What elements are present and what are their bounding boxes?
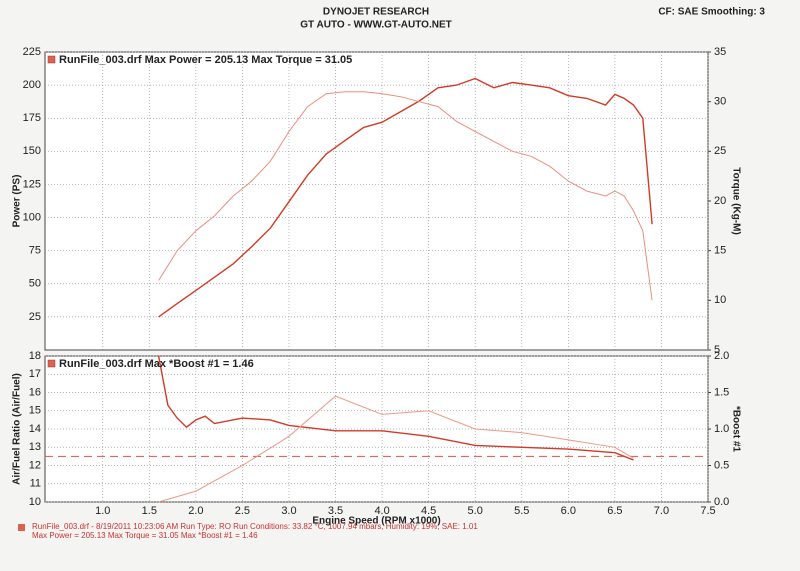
header-subtitle: GT AUTO - WWW.GT-AUTO.NET <box>300 20 451 31</box>
y-tick-label: 75 <box>29 245 41 257</box>
series-line <box>158 77 653 318</box>
y-axis-label: Power (PS) <box>12 175 23 228</box>
y-tick-label: 12 <box>29 459 41 471</box>
footer-line: Max Power = 205.13 Max Torque = 31.05 Ma… <box>32 531 258 540</box>
x-tick-label: 3.5 <box>328 505 343 517</box>
annotation: RunFile_003.drf Max *Boost #1 = 1.46 <box>59 358 254 370</box>
x-tick-label: 7.0 <box>654 505 669 517</box>
x-tick-label: 6.0 <box>561 505 576 517</box>
y2-axis-label: *Boost #1 <box>730 406 741 453</box>
y-tick-label: 10 <box>29 496 41 508</box>
y2-tick-label: 20 <box>714 195 726 207</box>
y2-tick-label: 0.5 <box>714 459 729 471</box>
footer-icon <box>18 524 25 531</box>
x-tick-label: 1.0 <box>95 505 110 517</box>
y-axis-label: Air/Fuel Ratio (Air/Fuel) <box>12 373 23 485</box>
y2-tick-label: 1.5 <box>714 386 729 398</box>
y-tick-label: 50 <box>29 278 41 290</box>
series-line <box>157 355 634 461</box>
y-tick-label: 16 <box>29 386 41 398</box>
x-tick-label: 2.0 <box>188 505 203 517</box>
x-tick-label: 3.0 <box>281 505 296 517</box>
x-tick-label: 6.5 <box>607 505 622 517</box>
series-line <box>158 395 634 503</box>
header-settings: CF: SAE Smoothing: 3 <box>658 7 765 18</box>
y2-tick-label: 10 <box>714 294 726 306</box>
y2-axis-label: Torque (Kg-M) <box>730 167 741 235</box>
y2-tick-label: 1.0 <box>714 423 729 435</box>
series-line <box>158 91 653 301</box>
plot-area <box>44 51 709 351</box>
y-tick-label: 17 <box>29 368 41 380</box>
y-tick-label: 11 <box>30 478 41 490</box>
y-tick-label: 13 <box>29 441 41 453</box>
y-tick-label: 150 <box>23 145 41 157</box>
y2-tick-label: 35 <box>714 46 726 58</box>
y-tick-label: 18 <box>29 350 41 362</box>
x-tick-label: 2.5 <box>235 505 250 517</box>
annotation-icon <box>47 359 56 368</box>
y-tick-label: 175 <box>23 112 41 124</box>
x-tick-label: 7.5 <box>700 505 715 517</box>
y-tick-label: 25 <box>29 311 41 323</box>
y-tick-label: 200 <box>23 79 41 91</box>
y-tick-label: 125 <box>23 178 41 190</box>
x-tick-label: 4.0 <box>374 505 389 517</box>
y2-tick-label: 15 <box>714 245 726 257</box>
annotation: RunFile_003.drf Max Power = 205.13 Max T… <box>59 54 352 66</box>
y2-tick-label: 0.0 <box>714 496 729 508</box>
y2-tick-label: 2.0 <box>714 350 729 362</box>
y2-tick-label: 25 <box>714 145 726 157</box>
x-tick-label: 4.5 <box>421 505 436 517</box>
x-axis-label: Engine Speed (RPM x1000) <box>312 516 440 527</box>
annotation-icon <box>47 55 56 64</box>
header-title: DYNOJET RESEARCH <box>323 7 429 18</box>
footer-line: RunFile_003.drf - 8/19/2011 10:23:06 AM … <box>32 522 478 531</box>
x-tick-label: 5.5 <box>514 505 529 517</box>
y-tick-label: 15 <box>29 405 41 417</box>
x-tick-label: 1.5 <box>142 505 157 517</box>
y2-tick-label: 30 <box>714 96 726 108</box>
y-tick-label: 14 <box>29 423 41 435</box>
y-tick-label: 100 <box>23 211 41 223</box>
y2-tick-label: 5 <box>714 344 720 356</box>
x-tick-label: 5.0 <box>468 505 483 517</box>
y-tick-label: 225 <box>23 46 41 58</box>
